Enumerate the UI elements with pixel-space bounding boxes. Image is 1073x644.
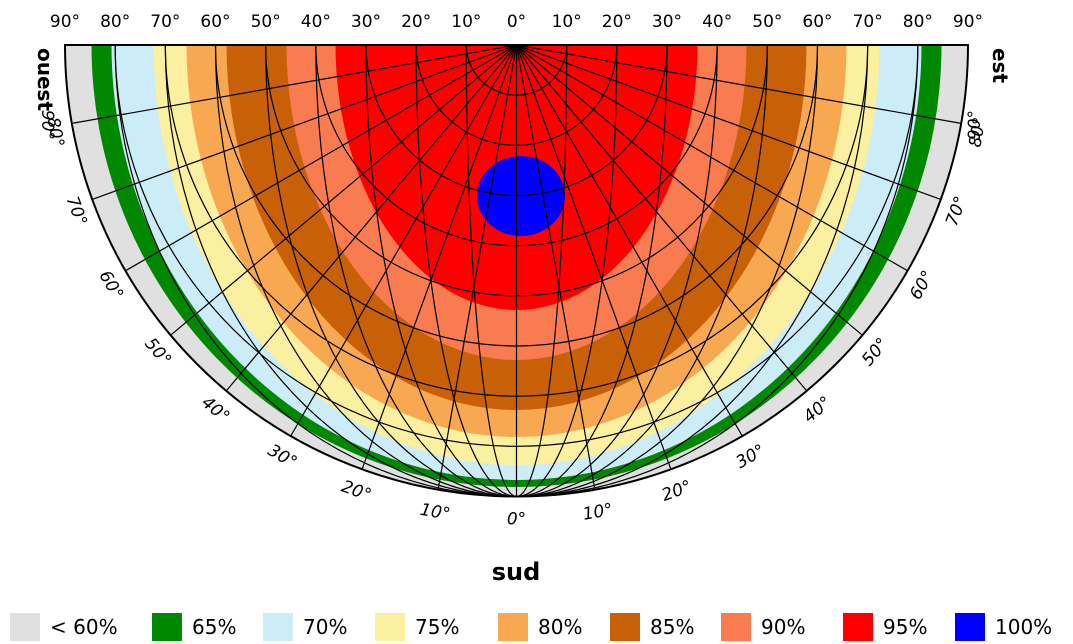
- grid-radial: [290, 45, 518, 437]
- arc-tick-label: 0°: [507, 510, 526, 530]
- top-tick-label: 50°: [251, 12, 281, 32]
- legend-swatch: [610, 613, 640, 641]
- grid-radial: [71, 45, 517, 124]
- grid-radial: [516, 45, 908, 272]
- arc-tick-label: 40°: [197, 393, 233, 428]
- legend-swatch: [152, 613, 182, 641]
- east-label: est: [988, 48, 1012, 83]
- legend-label: 90%: [761, 615, 806, 639]
- legend-swatch: [955, 613, 985, 641]
- grid-radial: [516, 45, 808, 392]
- grid-circle: [315, 45, 718, 247]
- grid-radial: [515, 45, 596, 490]
- grid-radial: [125, 45, 517, 272]
- top-tick-label: 90°: [953, 12, 983, 32]
- grid-circle: [164, 45, 869, 397]
- legend-swatch: [498, 613, 528, 641]
- arc-tick-label: 60°: [95, 267, 127, 303]
- legend-label: < 60%: [50, 615, 118, 639]
- grid-circle: [365, 45, 668, 197]
- grid-radial: [437, 45, 518, 490]
- top-tick-label: 20°: [602, 12, 632, 32]
- top-tick-label: 60°: [200, 12, 230, 32]
- legend-label: 70%: [303, 615, 348, 639]
- grid-circle: [214, 45, 819, 347]
- legend-swatch: [10, 613, 40, 641]
- grid-radial: [516, 45, 863, 336]
- arc-tick-label: 10°: [419, 500, 452, 525]
- legend-label: 100%: [995, 615, 1053, 639]
- legend-label: 80%: [538, 615, 583, 639]
- top-tick-label: 40°: [702, 12, 732, 32]
- arc-tick-label: 10°: [581, 500, 614, 525]
- top-tick-label: 10°: [552, 12, 582, 32]
- legend-label: 95%: [883, 615, 928, 639]
- legend-swatch: [843, 613, 873, 641]
- arc-tick-label: 30°: [264, 441, 300, 473]
- top-tick-label: 60°: [802, 12, 832, 32]
- top-tick-label: 70°: [150, 12, 180, 32]
- arc-tick-label: 20°: [659, 477, 694, 506]
- legend-swatch: [721, 613, 751, 641]
- arc-tick-label: 70°: [62, 194, 91, 229]
- legend-swatch: [375, 613, 405, 641]
- top-tick-label: 20°: [401, 12, 431, 32]
- top-tick-labels: 90° 80° 70° 60° 50° 40° 30° 20° 10° 0° 10° 20° 30° 40…: [50, 12, 983, 32]
- grid-radial: [361, 45, 518, 470]
- south-label: sud: [492, 558, 541, 586]
- grid-radial: [515, 45, 743, 437]
- chart-outline: [63, 44, 970, 498]
- arc-tick-label: 50°: [858, 334, 893, 370]
- grid-radial: [516, 45, 941, 200]
- top-tick-label: 30°: [351, 12, 381, 32]
- top-tick-label: 90°: [50, 12, 80, 32]
- grid-lines: [65, 45, 968, 497]
- grid-circle: [465, 45, 568, 96]
- legend-label: 85%: [650, 615, 695, 639]
- grid-circle: [415, 45, 618, 146]
- grid-radial: [516, 45, 962, 124]
- top-tick-label: 0°: [507, 12, 526, 32]
- legend-swatch: [263, 613, 293, 641]
- arc-tick-label: 50°: [140, 334, 175, 370]
- legend-label: 65%: [192, 615, 237, 639]
- arc-tick-label: 40°: [800, 393, 836, 428]
- grid-circle: [265, 45, 768, 297]
- grid-radial: [92, 45, 517, 200]
- top-tick-label: 40°: [301, 12, 331, 32]
- top-tick-label: 10°: [451, 12, 481, 32]
- top-tick-label: 70°: [853, 12, 883, 32]
- grid-radial: [225, 45, 517, 392]
- arc-tick-label: 70°: [942, 194, 971, 229]
- west-label: ouest: [33, 48, 57, 111]
- legend-label: 75%: [415, 615, 460, 639]
- top-tick-label: 80°: [903, 12, 933, 32]
- legend: < 60% 65% 70% 75% 80% 85% 90% 95% 100%: [0, 610, 1073, 644]
- grid-radial: [170, 45, 517, 336]
- grid-circle: [114, 45, 919, 447]
- orientation-chart: 90° 80° 70° 60° 50° 40° 30° 20° 10° 0° 10° 20° 30° 40…: [33, 12, 1012, 586]
- arc-tick-label: 90°: [965, 110, 985, 140]
- arc-tick-label: 30°: [733, 441, 769, 473]
- arc-tick-label: 90°: [37, 110, 57, 140]
- arc-tick-label: 20°: [339, 477, 374, 506]
- arc-tick-label: 60°: [906, 267, 938, 303]
- top-tick-label: 80°: [100, 12, 130, 32]
- grid-radial: [515, 45, 672, 470]
- top-tick-label: 30°: [652, 12, 682, 32]
- top-tick-label: 50°: [752, 12, 782, 32]
